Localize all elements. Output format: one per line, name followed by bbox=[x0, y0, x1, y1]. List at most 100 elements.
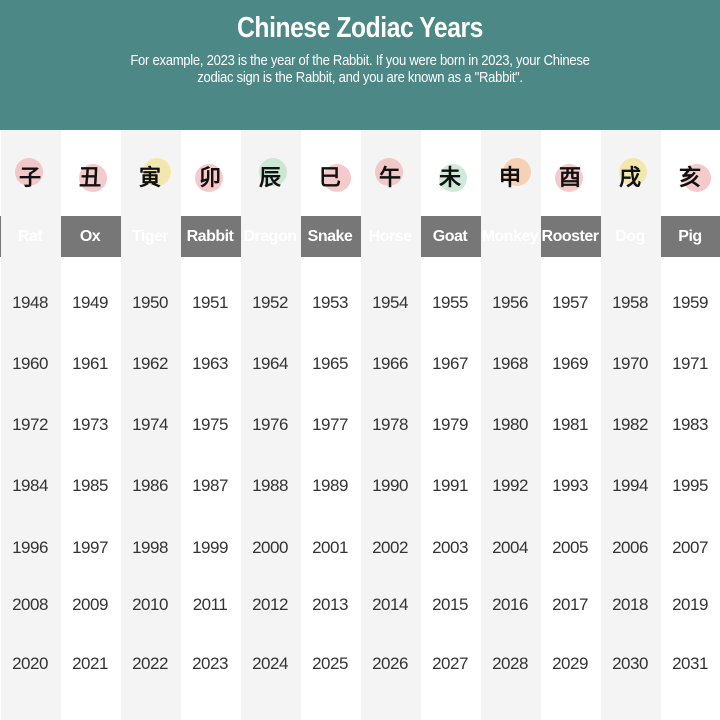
color-blob bbox=[375, 158, 403, 186]
year-cell: 2019 bbox=[672, 595, 708, 614]
year-cell: 1984 bbox=[12, 476, 48, 495]
zodiac-character: 亥 bbox=[679, 165, 702, 191]
column-rat: 子 bbox=[1, 130, 61, 720]
year-cell: 1963 bbox=[192, 354, 228, 373]
year-cell: 2026 bbox=[372, 654, 408, 673]
color-blob bbox=[439, 164, 467, 192]
zodiac-character: 卯 bbox=[199, 165, 222, 191]
year-cell: 2009 bbox=[72, 595, 108, 614]
year-cell: 2011 bbox=[192, 595, 228, 614]
year-cell: 1992 bbox=[492, 476, 528, 495]
zodiac-character: 丑 bbox=[79, 165, 102, 191]
column-tiger: 寅 bbox=[121, 130, 181, 720]
color-blob bbox=[619, 158, 647, 186]
column-rooster: 酉 bbox=[541, 130, 601, 720]
sign-name: Tiger bbox=[131, 228, 169, 245]
year-cell: 2014 bbox=[372, 595, 408, 614]
rabbit-icon: 卯 bbox=[181, 130, 241, 216]
year-cell: 2002 bbox=[372, 538, 408, 557]
sign-name: Goat bbox=[432, 228, 468, 245]
year-cell: 1954 bbox=[372, 293, 408, 312]
year-cell: 1983 bbox=[672, 415, 708, 434]
year-cell: 1998 bbox=[132, 538, 168, 557]
rooster-icon: 酉 bbox=[541, 130, 601, 216]
year-cell: 1981 bbox=[552, 415, 588, 434]
year-cell: 1965 bbox=[312, 354, 348, 373]
zodiac-character: 辰 bbox=[259, 165, 282, 191]
year-cell: 1952 bbox=[252, 293, 288, 312]
column-monkey: 申 bbox=[481, 130, 541, 720]
year-cell: 2007 bbox=[672, 538, 708, 557]
column-dragon: 辰 bbox=[241, 130, 301, 720]
rat-icon: 子 bbox=[1, 130, 61, 216]
sign-name-band bbox=[0, 216, 720, 257]
year-cell: 1989 bbox=[312, 476, 348, 495]
snake-icon: 巳 bbox=[301, 130, 361, 216]
color-blob bbox=[323, 164, 351, 192]
year-cell: 1955 bbox=[432, 293, 468, 312]
year-cell: 1960 bbox=[12, 354, 48, 373]
sign-name: Dragon bbox=[243, 228, 298, 245]
column-goat: 未 bbox=[421, 130, 481, 720]
year-cell: 1991 bbox=[432, 476, 468, 495]
year-cell: 2006 bbox=[612, 538, 648, 557]
year-cell: 2005 bbox=[552, 538, 588, 557]
sign-name: Snake bbox=[307, 228, 353, 245]
year-cell: 1982 bbox=[612, 415, 648, 434]
year-cell: 1964 bbox=[252, 354, 288, 373]
year-cell: 1976 bbox=[252, 415, 288, 434]
sign-name: Ox bbox=[79, 228, 101, 245]
color-blob bbox=[555, 164, 583, 192]
tiger-icon: 寅 bbox=[121, 130, 181, 216]
page-title: Chinese Zodiac Years bbox=[237, 12, 483, 44]
year-cell: 1953 bbox=[312, 293, 348, 312]
zodiac-character: 未 bbox=[439, 165, 462, 191]
year-cell: 1951 bbox=[192, 293, 228, 312]
dog-icon: 戌 bbox=[601, 130, 661, 216]
year-cell: 1969 bbox=[552, 354, 588, 373]
year-cell: 2017 bbox=[552, 595, 588, 614]
year-cell: 1994 bbox=[612, 476, 648, 495]
year-cell: 1977 bbox=[312, 415, 348, 434]
year-cell: 1988 bbox=[252, 476, 288, 495]
year-cell: 1985 bbox=[72, 476, 108, 495]
year-cell: 1950 bbox=[132, 293, 168, 312]
year-cell: 1968 bbox=[492, 354, 528, 373]
year-cell: 2012 bbox=[252, 595, 288, 614]
year-cell: 1967 bbox=[432, 354, 468, 373]
year-cell: 2027 bbox=[432, 654, 468, 673]
color-blob bbox=[195, 164, 223, 192]
year-cell: 2013 bbox=[312, 595, 348, 614]
year-cell: 1956 bbox=[492, 293, 528, 312]
horse-icon: 午 bbox=[361, 130, 421, 216]
monkey-icon: 申 bbox=[481, 130, 541, 216]
year-cell: 1959 bbox=[672, 293, 708, 312]
year-cell: 2030 bbox=[612, 654, 648, 673]
year-cell: 2010 bbox=[132, 595, 168, 614]
column-snake: 巳 bbox=[301, 130, 361, 720]
column-horse: 午 bbox=[361, 130, 421, 720]
year-cell: 2004 bbox=[492, 538, 528, 557]
color-blob bbox=[15, 158, 43, 186]
ox-icon: 丑 bbox=[61, 130, 121, 216]
color-blob bbox=[683, 164, 711, 192]
year-cell: 1958 bbox=[612, 293, 648, 312]
year-cell: 2023 bbox=[192, 654, 228, 673]
year-cell: 1980 bbox=[492, 415, 528, 434]
sign-name: Rooster bbox=[541, 228, 599, 245]
zodiac-character: 寅 bbox=[139, 165, 162, 191]
year-cell: 2024 bbox=[252, 654, 288, 673]
color-blob bbox=[259, 158, 287, 186]
year-cell: 2018 bbox=[612, 595, 648, 614]
year-cell: 1966 bbox=[372, 354, 408, 373]
year-cell: 1986 bbox=[132, 476, 168, 495]
year-cell: 2022 bbox=[132, 654, 168, 673]
year-cell: 2021 bbox=[72, 654, 108, 673]
year-cell: 1973 bbox=[72, 415, 108, 434]
year-cell: 1972 bbox=[12, 415, 48, 434]
sign-name: Rat bbox=[17, 228, 43, 245]
year-cell: 1993 bbox=[552, 476, 588, 495]
zodiac-character: 巳 bbox=[319, 165, 342, 191]
color-blob bbox=[143, 158, 171, 186]
year-cell: 1987 bbox=[192, 476, 228, 495]
